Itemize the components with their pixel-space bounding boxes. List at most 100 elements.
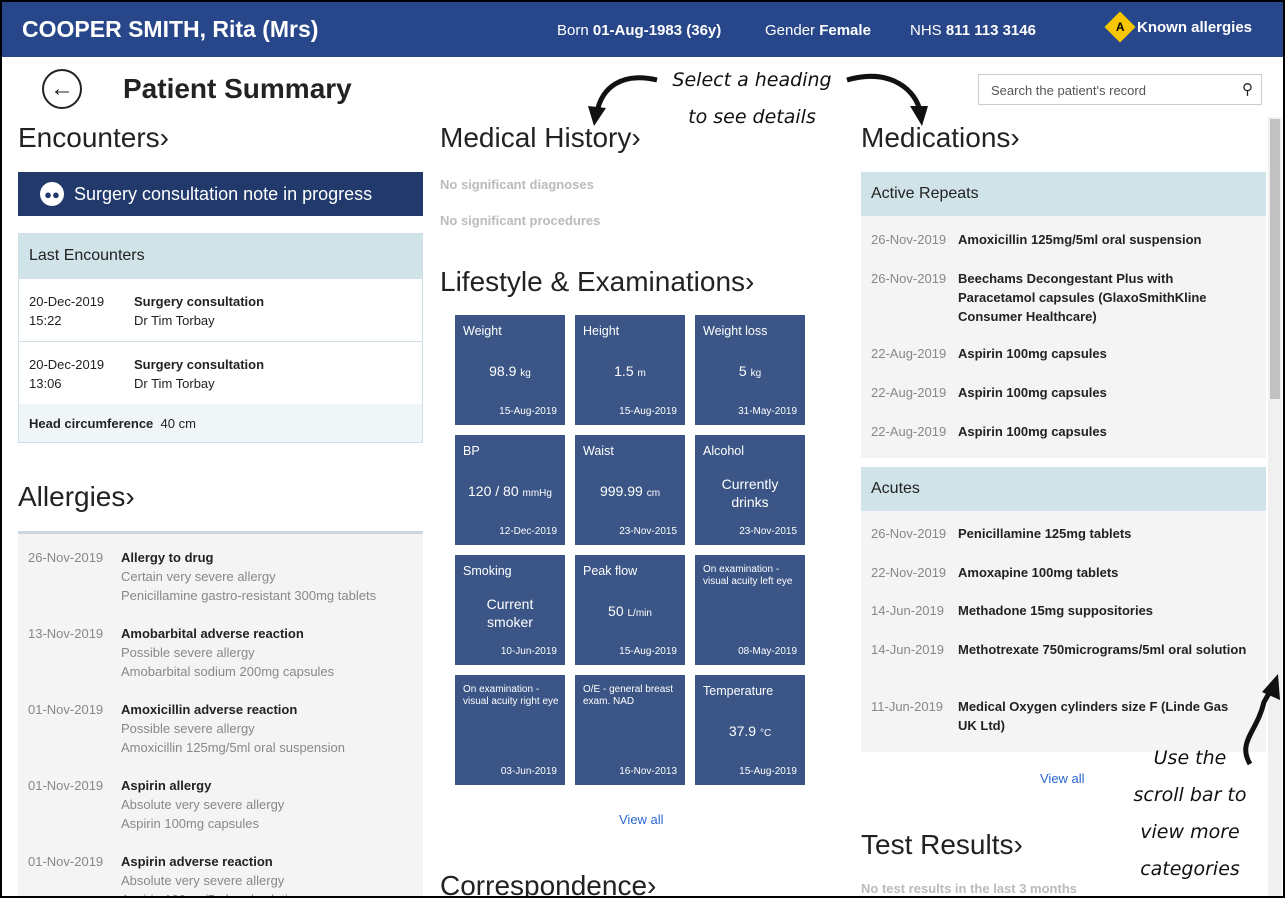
encounter-date: 20-Dec-2019 [29,294,105,309]
tile-value-number: 5 [738,363,747,379]
known-allergies-label: Known allergies [1137,18,1253,36]
arrow-to-medications [846,73,923,113]
lifestyle-view-all-link[interactable]: View all [619,812,664,827]
allergies-heading-text: Allergies [18,481,126,512]
allergy-date: 26-Nov-2019 [28,550,104,565]
medication-date: 22-Aug-2019 [871,385,947,400]
no-procedures-text: No significant procedures [440,213,601,228]
lifestyle-tile[interactable]: Temperature 37.9 °C 15-Aug-2019 [695,675,805,785]
tile-label: Smoking [463,564,512,578]
test-results-heading-text: Test Results [861,829,1014,860]
known-allergies-button[interactable]: A Known allergies [1104,11,1253,43]
users-icon: ●● [40,182,64,206]
medication-date: 22-Aug-2019 [871,424,947,439]
last-encounters-title: Last Encounters [19,234,422,278]
search-icon[interactable]: ⚲ [1242,81,1253,98]
allergies-heading[interactable]: Allergies› [18,481,135,512]
patient-banner: COOPER SMITH, Rita (Mrs) Born 01-Aug-198… [2,2,1283,57]
tile-date: 15-Aug-2019 [619,406,677,417]
medication-date: 26-Nov-2019 [871,526,947,541]
gender-info: Gender Female [765,22,871,39]
scrollbar-thumb[interactable] [1270,119,1280,399]
head-circumference: Head circumference 40 cm [19,404,422,442]
tile-unit: mmHg [522,488,552,499]
lifestyle-tile[interactable]: Weight loss 5 kg 31-May-2019 [695,315,805,425]
medications-heading[interactable]: Medications› [861,122,1020,153]
tile-value: 50 L/min [575,603,685,619]
callout-line: categories [1140,858,1240,880]
tile-date: 23-Nov-2015 [739,526,797,537]
allergy-date: 13-Nov-2019 [28,626,104,641]
lifestyle-tile[interactable]: On examination - visual acuity left eye 0… [695,555,805,665]
encounter-row[interactable]: 20-Dec-2019 13:06 Surgery consultation Dr T… [19,341,422,404]
medication-name: Aspirin 100mg capsules [958,385,1107,400]
medications-view-all-link[interactable]: View all [1040,771,1085,786]
allergy-details: Aspirin adverse reaction Absolute very se… [121,852,421,896]
back-arrow-icon[interactable]: ← [42,69,82,109]
tile-value-number: 37.9 [728,723,757,739]
tile-unit: cm [646,488,661,499]
search-placeholder: Search the patient's record [991,83,1146,98]
tile-label: Temperature [703,684,774,698]
tile-value-number: Current smoker [486,596,534,630]
tile-date: 10-Jun-2019 [500,646,557,657]
tile-date: 31-May-2019 [738,406,797,417]
gender-label: Gender [765,22,816,39]
medical-history-heading[interactable]: Medical History› [440,122,641,153]
allergy-severity: Absolute very severe allergy [121,797,285,812]
lifestyle-tile[interactable]: BP 120 / 80 mmHg 12-Dec-2019 [455,435,565,545]
medical-history-heading-text: Medical History [440,122,632,153]
tile-label: O/E - general breast exam. NAD [583,684,674,707]
tile-label: On examination - visual acuity right eye [463,684,559,707]
lifestyle-tile[interactable]: Waist 999.99 cm 23-Nov-2015 [575,435,685,545]
allergy-drug: Aspirin 100mg capsules [121,816,260,831]
no-test-results-text: No test results in the last 3 months [861,881,1077,896]
born-value: 01-Aug-1983 (36y) [592,22,722,39]
lifestyle-tile[interactable]: On examination - visual acuity right eye… [455,675,565,785]
lifestyle-tile[interactable]: Peak flow 50 L/min 15-Aug-2019 [575,555,685,665]
head-circ-value: 40 cm [160,416,196,431]
medication-name: Beechams Decongestant Plus with Paraceta… [958,271,1207,324]
consultation-in-progress-button[interactable]: ●● Surgery consultation note in progress [18,172,423,216]
search-input[interactable]: Search the patient's record ⚲ [978,74,1262,105]
medication-name: Amoxapine 100mg tablets [958,565,1119,580]
encounter-type: Surgery consultation [134,357,265,372]
tile-value: 98.9 kg [455,363,565,379]
callout-line: scroll bar to [1133,784,1247,806]
tile-label: On examination - visual acuity left eye [703,564,793,587]
nhs-label: NHS [910,22,942,39]
encounter-time: 15:22 [29,313,62,328]
tile-value: Currently drinks [695,475,805,511]
lifestyle-heading[interactable]: Lifestyle & Examinations› [440,266,755,297]
tile-unit: kg [520,368,531,379]
tile-date: 23-Nov-2015 [619,526,677,537]
lifestyle-tile[interactable]: Smoking Current smoker 10-Jun-2019 [455,555,565,665]
medication-date: 14-Jun-2019 [871,603,944,618]
lifestyle-tile[interactable]: Height 1.5 m 15-Aug-2019 [575,315,685,425]
allergy-title: Allergy to drug [121,550,214,565]
last-encounters-panel: Last Encounters 20-Dec-2019 15:22 Surgery … [18,233,423,443]
allergy-date: 01-Nov-2019 [28,778,104,793]
encounter-clinician: Dr Tim Torbay [134,313,215,328]
test-results-heading[interactable]: Test Results› [861,829,1023,860]
medication-name: Methadone 15mg suppositories [958,603,1154,618]
correspondence-heading-text: Correspondence [440,870,648,896]
encounters-heading[interactable]: Encounters› [18,122,169,153]
lifestyle-tile[interactable]: Alcohol Currently drinks 23-Nov-2015 [695,435,805,545]
allergy-badge-letter: A [1115,19,1125,34]
allergy-details: Allergy to drug Certain very severe aller… [121,548,421,605]
lifestyle-tile[interactable]: O/E - general breast exam. NAD 16-Nov-201… [575,675,685,785]
gender-value: Female [819,22,871,39]
correspondence-heading[interactable]: Correspondence› [440,870,656,896]
allergy-title: Aspirin adverse reaction [121,854,273,869]
tile-label: Waist [583,444,614,458]
callout-line: Select a heading [672,69,832,91]
nhs-info: NHS 811 113 3146 [910,22,1036,39]
encounter-row[interactable]: 20-Dec-2019 15:22 Surgery consultation Dr T… [19,278,422,341]
medication-name: Aspirin 100mg capsules [958,346,1107,361]
allergy-drug: Amoxicillin 125mg/5ml oral suspension [121,740,345,755]
allergy-title: Amoxicillin adverse reaction [121,702,298,717]
lifestyle-tile[interactable]: Weight 98.9 kg 15-Aug-2019 [455,315,565,425]
tile-date: 03-Jun-2019 [500,766,557,777]
tile-label: Weight [463,324,502,338]
